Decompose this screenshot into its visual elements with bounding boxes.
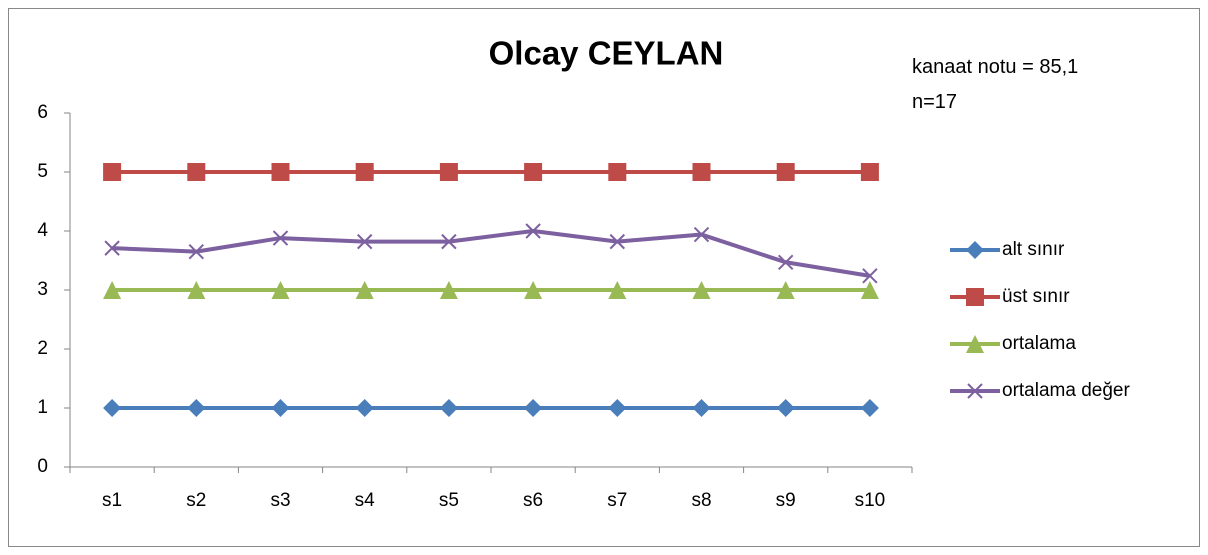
- legend-label: ortalama değer: [1002, 380, 1130, 401]
- marker: [609, 233, 626, 250]
- marker: [187, 399, 206, 417]
- marker: [524, 163, 543, 181]
- marker: [271, 163, 290, 181]
- annotation: n=17: [912, 91, 957, 113]
- marker: [692, 163, 711, 181]
- y-tick-label: 1: [37, 397, 48, 418]
- marker: [860, 399, 879, 417]
- marker: [860, 281, 879, 299]
- marker: [776, 281, 795, 299]
- marker: [524, 281, 543, 299]
- chart-border: [8, 8, 1200, 547]
- marker: [355, 163, 374, 181]
- marker: [693, 226, 710, 243]
- marker: [103, 399, 122, 417]
- chart-title: Olcay CEYLAN: [489, 35, 724, 72]
- marker: [103, 281, 122, 299]
- marker: [271, 281, 290, 299]
- marker: [608, 163, 627, 181]
- marker: [103, 163, 122, 181]
- series-line: [112, 229, 871, 278]
- marker: [439, 281, 458, 299]
- legend-label: alt sınır: [1002, 239, 1065, 260]
- x-tick-label: s3: [270, 490, 290, 511]
- marker: [187, 281, 206, 299]
- x-tick-label: s1: [102, 490, 122, 511]
- y-tick-label: 2: [37, 338, 48, 359]
- marker: [862, 268, 878, 284]
- y-tick-label: 3: [37, 279, 48, 300]
- marker: [776, 163, 795, 181]
- marker: [692, 399, 711, 417]
- x-tick-label: s10: [855, 490, 886, 511]
- marker: [271, 399, 290, 417]
- marker: [188, 243, 205, 260]
- y-tick-label: 0: [37, 456, 48, 477]
- marker: [777, 254, 794, 270]
- annotation: kanaat notu = 85,1: [912, 56, 1078, 78]
- x-tick-label: s6: [523, 490, 543, 511]
- marker: [356, 233, 373, 250]
- x-tick-label: s5: [439, 490, 459, 511]
- x-tick-label: s7: [607, 490, 627, 511]
- x-tick-label: s4: [355, 490, 376, 511]
- marker: [355, 399, 374, 417]
- marker: [608, 399, 627, 417]
- marker: [860, 163, 879, 181]
- marker: [776, 399, 795, 417]
- x-tick-label: s9: [776, 490, 796, 511]
- marker: [966, 241, 984, 259]
- marker: [272, 230, 289, 246]
- marker: [441, 233, 457, 250]
- legend-label: ortalama: [1002, 333, 1076, 354]
- marker: [608, 281, 627, 299]
- y-tick-label: 6: [37, 102, 48, 123]
- x-tick-label: s8: [691, 490, 711, 511]
- x-tick-label: s2: [186, 490, 206, 511]
- y-tick-label: 4: [37, 220, 48, 241]
- legend-label: üst sınır: [1002, 286, 1070, 307]
- marker: [355, 281, 374, 299]
- marker: [966, 288, 984, 306]
- marker: [692, 281, 711, 299]
- marker: [525, 223, 541, 239]
- marker: [966, 335, 984, 353]
- marker: [967, 383, 983, 399]
- marker: [439, 399, 458, 417]
- y-tick-label: 5: [37, 161, 48, 182]
- marker: [439, 163, 458, 181]
- marker: [104, 240, 120, 256]
- marker: [524, 399, 543, 417]
- marker: [187, 163, 206, 181]
